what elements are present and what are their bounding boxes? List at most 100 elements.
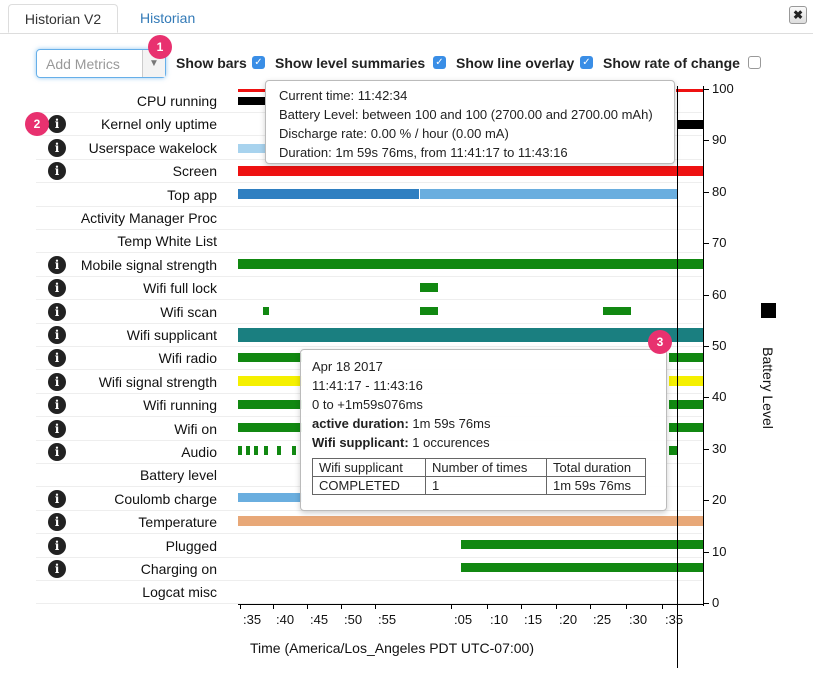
row-separator bbox=[36, 206, 702, 207]
bar-audio[interactable] bbox=[277, 446, 281, 455]
info-icon[interactable]: i bbox=[48, 162, 66, 180]
show-level-summaries-checkbox[interactable]: ✓ bbox=[433, 56, 446, 69]
y-tick-mark bbox=[703, 346, 709, 347]
bar-wifi-scan[interactable] bbox=[263, 307, 269, 315]
x-tick-label: :35 bbox=[243, 612, 262, 627]
bar-wifi-signal-strength[interactable] bbox=[238, 376, 302, 386]
x-tick-mark bbox=[662, 604, 663, 609]
x-tick-label: :45 bbox=[310, 612, 329, 627]
add-metrics-select[interactable]: Add Metrics ▼ bbox=[36, 49, 166, 78]
row-label-wifi-on: Wifi on bbox=[174, 421, 217, 437]
bar-wifi-scan[interactable] bbox=[420, 307, 438, 315]
row-separator bbox=[36, 229, 702, 230]
bar-top-app[interactable] bbox=[238, 189, 419, 199]
bar-audio[interactable] bbox=[238, 446, 242, 455]
bar-wifi-on[interactable] bbox=[238, 423, 302, 432]
x-tick-mark bbox=[341, 604, 342, 609]
active-duration-label: active duration: bbox=[312, 416, 409, 431]
x-tick-mark bbox=[273, 604, 274, 609]
bar-top-app[interactable] bbox=[420, 189, 677, 199]
bar-wifi-running[interactable] bbox=[238, 400, 302, 409]
bar-audio[interactable] bbox=[254, 446, 258, 455]
event-count: Wifi supplicant: 1 occurences bbox=[312, 433, 666, 452]
info-icon[interactable]: i bbox=[48, 349, 66, 367]
legend-swatch bbox=[761, 303, 776, 318]
row-label-wifi-full-lock: Wifi full lock bbox=[143, 280, 217, 296]
bar-temperature[interactable] bbox=[238, 516, 703, 526]
bar-charging-on[interactable] bbox=[461, 563, 703, 572]
bar-wifi-signal-strength[interactable] bbox=[669, 376, 703, 386]
event-date: Apr 18 2017 bbox=[312, 359, 383, 374]
info-icon[interactable]: i bbox=[48, 396, 66, 414]
event-table-cell: COMPLETED bbox=[312, 476, 426, 495]
row-separator bbox=[36, 533, 702, 534]
event-count-label: Wifi supplicant: bbox=[312, 435, 409, 450]
bar-wifi-scan[interactable] bbox=[603, 307, 631, 315]
y-tick-label: 40 bbox=[712, 389, 727, 404]
x-tick-label: :40 bbox=[276, 612, 295, 627]
event-table-cell: 1m 59s 76ms bbox=[546, 476, 646, 495]
bar-wifi-radio[interactable] bbox=[669, 353, 703, 362]
x-tick-mark bbox=[590, 604, 591, 609]
bar-wifi-supplicant[interactable] bbox=[238, 328, 703, 342]
y-tick-label: 60 bbox=[712, 287, 727, 302]
info-icon[interactable]: i bbox=[48, 560, 66, 578]
table-row: COMPLETED 1 1m 59s 76ms bbox=[312, 476, 646, 495]
show-bars-checkbox[interactable]: ✓ bbox=[252, 56, 265, 69]
row-label-logcat-misc: Logcat misc bbox=[142, 584, 217, 600]
event-table-cell: 1 bbox=[425, 476, 547, 495]
bar-cpu-running[interactable] bbox=[238, 89, 266, 92]
bar-mobile-signal-strength[interactable] bbox=[238, 259, 703, 269]
show-rate-of-change-label: Show rate of change bbox=[603, 55, 740, 71]
y-tick-mark bbox=[703, 140, 709, 141]
info-icon[interactable]: i bbox=[48, 303, 66, 321]
y-tick-mark bbox=[703, 603, 709, 604]
tooltip-battery-level: Battery Level: between 100 and 100 (2700… bbox=[279, 107, 653, 122]
bar-cpu-running[interactable] bbox=[238, 97, 266, 105]
bar-cpu-running[interactable] bbox=[676, 89, 703, 92]
bar-audio[interactable] bbox=[264, 446, 268, 455]
show-line-overlay-checkbox[interactable]: ✓ bbox=[580, 56, 593, 69]
bar-plugged[interactable] bbox=[461, 540, 703, 549]
info-icon[interactable]: i bbox=[48, 443, 66, 461]
y-axis-label: Battery Level bbox=[760, 347, 776, 429]
row-separator bbox=[36, 323, 702, 324]
info-icon[interactable]: i bbox=[48, 490, 66, 508]
row-separator bbox=[36, 182, 702, 183]
info-icon[interactable]: i bbox=[48, 513, 66, 531]
info-icon[interactable]: i bbox=[48, 420, 66, 438]
bar-userspace-wakelock[interactable] bbox=[238, 144, 266, 153]
tab-historian-v2[interactable]: Historian V2 bbox=[8, 4, 118, 33]
tab-historian[interactable]: Historian bbox=[140, 10, 196, 26]
row-separator bbox=[36, 557, 702, 558]
info-icon[interactable]: i bbox=[48, 373, 66, 391]
info-icon[interactable]: i bbox=[48, 256, 66, 274]
info-icon[interactable]: i bbox=[48, 139, 66, 157]
event-table-header-cell: Wifi supplicant bbox=[312, 458, 426, 477]
bar-screen[interactable] bbox=[238, 166, 703, 176]
show-rate-of-change-checkbox[interactable] bbox=[748, 56, 761, 69]
tooltip-current-time: Current time: 11:42:34 bbox=[279, 88, 408, 103]
info-icon[interactable]: i bbox=[48, 537, 66, 555]
bar-kernel-only-uptime[interactable] bbox=[678, 120, 703, 129]
bar-audio[interactable] bbox=[669, 446, 677, 455]
y-tick-mark bbox=[703, 397, 709, 398]
info-icon[interactable]: i bbox=[48, 115, 66, 133]
bar-wifi-radio[interactable] bbox=[238, 353, 302, 362]
info-icon[interactable]: i bbox=[48, 326, 66, 344]
row-label-cpu-running: CPU running bbox=[136, 93, 217, 109]
y-tick-label: 0 bbox=[712, 595, 720, 610]
x-tick-mark bbox=[240, 604, 241, 609]
bar-wifi-full-lock[interactable] bbox=[420, 283, 438, 292]
row-label-wifi-radio: Wifi radio bbox=[158, 350, 217, 366]
bar-wifi-on[interactable] bbox=[669, 423, 703, 432]
info-icon[interactable]: i bbox=[48, 279, 66, 297]
wifi-supplicant-tooltip: Apr 18 2017 11:41:17 - 11:43:16 0 to +1m… bbox=[300, 349, 667, 511]
x-axis-label: Time (America/Los_Angeles PDT UTC-07:00) bbox=[250, 640, 534, 656]
bar-wifi-running[interactable] bbox=[669, 400, 703, 409]
bar-audio[interactable] bbox=[292, 446, 296, 455]
step-badge-1: 1 bbox=[148, 35, 172, 59]
bar-coulomb-charge[interactable] bbox=[238, 493, 302, 502]
bar-audio[interactable] bbox=[246, 446, 250, 455]
close-icon[interactable]: ✖ bbox=[789, 6, 807, 24]
